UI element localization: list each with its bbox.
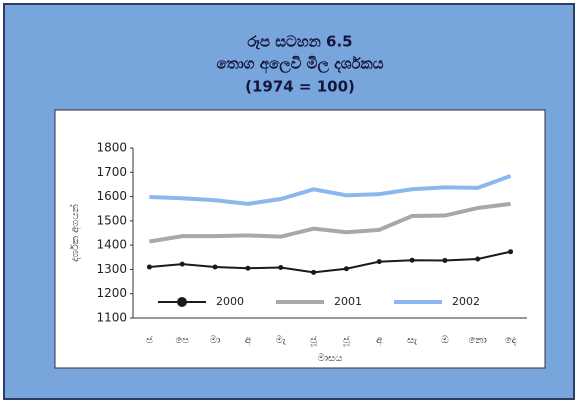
y-tick-label: 1300 <box>96 262 127 276</box>
point <box>245 265 251 271</box>
point <box>409 257 415 263</box>
legend-marker <box>177 297 187 307</box>
x-tick-label: ජූ <box>310 335 317 346</box>
y-axis-label: දර්ශක අගයන් <box>68 204 81 262</box>
point <box>311 269 317 275</box>
chart-title: රූප සටහන 6.5 <box>247 33 352 51</box>
point <box>146 264 152 270</box>
x-tick-label: ජූ <box>343 335 350 346</box>
y-tick-label: 1500 <box>96 213 127 227</box>
x-tick-label: මා <box>210 335 220 346</box>
point <box>343 266 349 272</box>
y-tick-label: 1100 <box>96 311 127 325</box>
series-line <box>149 201 511 244</box>
y-tick-label: 1600 <box>96 189 127 203</box>
x-tick-label: සැ <box>407 335 417 346</box>
series-line <box>149 250 511 274</box>
legend-label: 2000 <box>216 295 244 308</box>
x-axis-label: මාසය <box>318 353 343 364</box>
point <box>212 264 218 270</box>
plot-frame <box>54 109 546 369</box>
chart-note: (1974 = 100) <box>245 78 355 96</box>
x-tick-label: පෙ <box>175 335 189 346</box>
y-tick-label: 1800 <box>96 141 127 155</box>
y-tick-label: 1400 <box>96 238 127 252</box>
point <box>376 259 382 265</box>
x-tick-label: මැ <box>276 335 286 346</box>
point <box>442 257 448 263</box>
point <box>278 264 284 270</box>
chart-subtitle: තොග අලෙවි මිල දර්ශකය <box>216 55 383 74</box>
x-tick-label: ජ <box>146 335 153 346</box>
point <box>179 261 185 267</box>
y-tick-label: 1200 <box>96 286 127 300</box>
x-tick-label: ඔ <box>441 335 449 346</box>
x-tick-label: අ <box>245 335 251 346</box>
x-tick-label: නො <box>469 335 487 346</box>
legend-label: 2001 <box>334 295 362 308</box>
x-tick-label: අ <box>376 335 382 346</box>
x-tick-label: දෙ <box>505 335 517 346</box>
point <box>475 256 481 262</box>
series-line <box>149 174 512 206</box>
point <box>508 249 514 255</box>
y-tick-label: 1700 <box>96 165 127 179</box>
legend-label: 2002 <box>452 295 480 308</box>
